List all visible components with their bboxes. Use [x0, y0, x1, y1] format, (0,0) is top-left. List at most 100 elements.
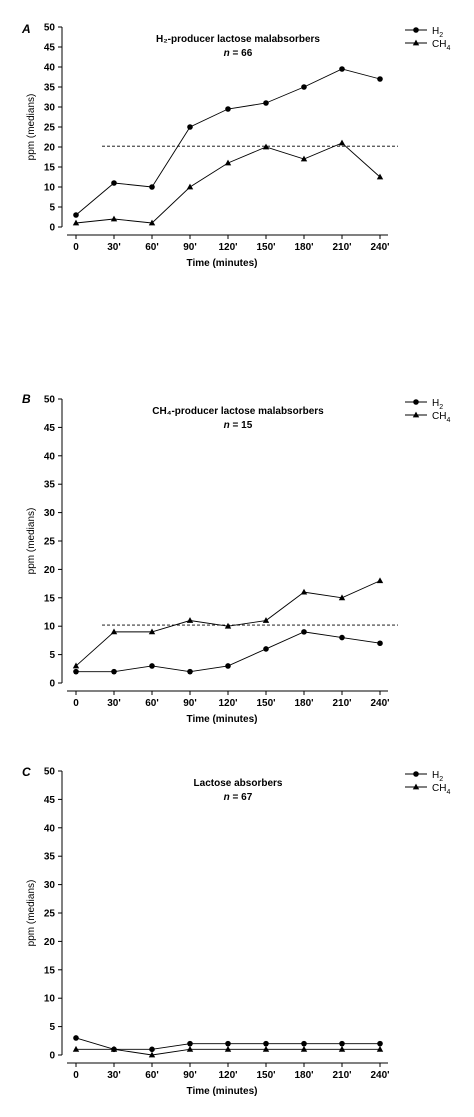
- legend-label: CH4: [432, 783, 450, 796]
- y-tick-label: 30: [44, 508, 56, 519]
- y-tick-label: 20: [44, 937, 56, 948]
- data-point-h2: [111, 180, 117, 186]
- data-point-h2: [187, 668, 193, 675]
- x-tick-label: 150': [256, 698, 275, 709]
- legend-marker-circle: [413, 27, 419, 33]
- x-tick-label: 0: [73, 242, 79, 253]
- data-point-h2: [73, 668, 79, 675]
- data-point-ch4: [148, 628, 156, 635]
- data-point-h2: [187, 1040, 193, 1047]
- data-point-ch4: [224, 622, 232, 629]
- data-point-ch4: [110, 215, 118, 222]
- chart-panel-c: C 0 5 10 15 20 25 30 35 40 45 50 0 30' 60' 90' 120' 150' 1…: [22, 765, 450, 1097]
- legend-label: H2: [432, 770, 443, 783]
- y-tick-label: 40: [44, 823, 56, 834]
- data-point-ch4: [72, 1045, 80, 1052]
- data-point-h2: [225, 663, 231, 669]
- y-tick-label: 5: [49, 650, 55, 661]
- y-tick-label: 50: [44, 395, 56, 406]
- legend-marker-triangle: [412, 783, 420, 790]
- x-tick-label: 240': [370, 242, 389, 253]
- x-tick-label: 210': [332, 1070, 351, 1081]
- legend-item: H2: [405, 398, 443, 411]
- data-point-ch4: [338, 139, 346, 146]
- y-tick-label: 30: [44, 103, 56, 114]
- y-tick-label: 25: [44, 537, 56, 548]
- legend-item: H2: [405, 26, 443, 39]
- data-point-h2: [263, 100, 269, 106]
- chart-title: H₂-producer lactose malabsorbers: [156, 34, 320, 45]
- y-tick-label: 25: [44, 909, 56, 920]
- data-point-h2: [339, 66, 345, 72]
- x-tick-label: 30': [107, 242, 121, 253]
- y-tick-label: 5: [49, 203, 55, 214]
- y-tick-label: 20: [44, 565, 56, 576]
- legend-item: H2: [405, 770, 443, 783]
- data-point-h2: [339, 634, 345, 641]
- legend-label: H2: [432, 26, 443, 39]
- data-point-h2: [111, 668, 117, 675]
- data-point-ch4: [300, 588, 308, 595]
- data-point-h2: [73, 212, 79, 218]
- x-tick-label: 60': [145, 1070, 159, 1081]
- data-point-h2: [301, 629, 307, 635]
- y-tick-label: 20: [44, 143, 56, 154]
- sample-size: n = 15: [224, 420, 253, 431]
- x-tick-label: 90': [183, 242, 197, 253]
- x-tick-label: 210': [332, 242, 351, 253]
- x-tick-label: 240': [370, 698, 389, 709]
- y-tick-label: 0: [49, 679, 55, 690]
- legend-marker-circle: [413, 399, 419, 405]
- data-point-ch4: [338, 594, 346, 601]
- legend-label: CH4: [432, 411, 450, 424]
- legend-marker-triangle: [412, 411, 420, 418]
- data-point-ch4: [262, 143, 270, 150]
- data-point-ch4: [186, 617, 194, 623]
- sample-size: n = 67: [224, 792, 253, 803]
- legend-item: CH4: [405, 39, 450, 52]
- x-tick-label: 150': [256, 242, 275, 253]
- y-axis-title: ppm (medians): [26, 508, 37, 575]
- legend-item: CH4: [405, 411, 450, 424]
- sample-size: n = 66: [224, 48, 253, 59]
- y-tick-label: 0: [49, 1051, 55, 1062]
- data-point-ch4: [224, 159, 232, 166]
- data-point-h2: [149, 663, 155, 669]
- y-tick-label: 10: [44, 994, 56, 1005]
- x-tick-label: 180': [294, 242, 313, 253]
- chart-title: Lactose absorbers: [194, 778, 283, 789]
- data-point-ch4: [110, 1045, 118, 1052]
- data-point-ch4: [338, 1045, 346, 1052]
- y-tick-label: 45: [44, 795, 56, 806]
- data-point-ch4: [300, 1045, 308, 1052]
- data-point-h2: [187, 124, 193, 130]
- y-tick-label: 45: [44, 43, 56, 54]
- y-tick-label: 15: [44, 163, 56, 174]
- data-point-ch4: [148, 219, 156, 226]
- x-axis-title: Time (minutes): [187, 1086, 258, 1097]
- x-axis-title: Time (minutes): [187, 714, 258, 725]
- data-point-h2: [377, 76, 383, 82]
- x-tick-label: 60': [145, 698, 159, 709]
- legend-label: CH4: [432, 39, 450, 52]
- x-tick-label: 0: [73, 1070, 79, 1081]
- data-point-ch4: [110, 628, 118, 635]
- y-tick-label: 50: [44, 767, 56, 778]
- data-point-h2: [339, 1040, 345, 1047]
- y-tick-label: 50: [44, 23, 56, 34]
- data-point-h2: [377, 1040, 383, 1047]
- data-point-h2: [301, 84, 307, 90]
- legend-marker-circle: [413, 771, 419, 777]
- y-tick-label: 5: [49, 1022, 55, 1033]
- y-tick-label: 10: [44, 183, 56, 194]
- x-tick-label: 150': [256, 1070, 275, 1081]
- data-point-ch4: [300, 155, 308, 162]
- data-point-h2: [149, 184, 155, 190]
- data-point-ch4: [262, 1045, 270, 1052]
- y-tick-label: 0: [49, 223, 55, 234]
- y-tick-label: 15: [44, 965, 56, 976]
- x-tick-label: 240': [370, 1070, 389, 1081]
- legend-marker-triangle: [412, 39, 420, 46]
- data-point-ch4: [224, 1045, 232, 1052]
- x-tick-label: 120': [218, 698, 237, 709]
